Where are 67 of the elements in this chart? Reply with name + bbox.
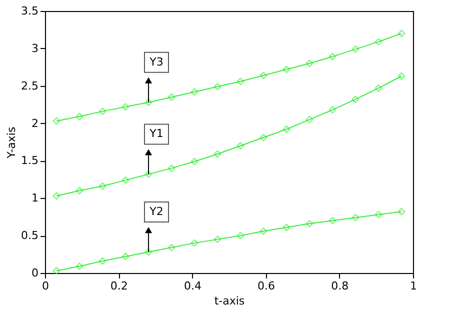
point [144, 170, 152, 178]
point [76, 186, 84, 194]
point [168, 93, 176, 101]
point [260, 134, 268, 142]
point [260, 72, 268, 80]
point [98, 108, 106, 115]
point [214, 150, 222, 158]
point [52, 267, 60, 274]
point [214, 236, 222, 243]
point [398, 72, 406, 80]
text: Y3 [148, 55, 164, 68]
point [236, 78, 244, 86]
x-tick-label: 0.2 [110, 280, 128, 292]
point [374, 84, 382, 92]
point [236, 232, 244, 240]
x-tick-label: 1 [410, 280, 417, 292]
y-tick-label: 2.5 [21, 79, 38, 92]
point [76, 112, 84, 120]
point [282, 66, 290, 74]
point [168, 164, 176, 172]
y-tick-label: 1.5 [21, 154, 38, 168]
y-tick-label: 3 [32, 42, 38, 55]
y-tick-label: 0 [32, 266, 38, 280]
point [352, 214, 360, 222]
point [260, 227, 268, 235]
text: Y1 [148, 127, 164, 140]
y-tick-label: 3.5 [21, 4, 38, 18]
point [52, 117, 60, 125]
y-axis-title: Y-axis [5, 126, 18, 160]
point [190, 88, 198, 96]
y-tick-label: 1 [32, 192, 38, 205]
x-tick-label: 0 [42, 280, 49, 292]
point [190, 239, 198, 247]
point [98, 257, 106, 265]
point [352, 96, 360, 103]
point [190, 158, 198, 166]
point [328, 106, 336, 114]
point [122, 252, 130, 260]
point [352, 46, 360, 53]
y-tick-label: 2 [32, 116, 38, 130]
y-tick-label: 0.5 [21, 229, 38, 242]
point [306, 116, 314, 124]
point [398, 208, 406, 216]
point [282, 126, 290, 133]
point [144, 248, 152, 256]
point [328, 53, 336, 60]
point [374, 38, 382, 46]
point [122, 176, 130, 184]
point [98, 182, 106, 190]
x-axis-title: t-axis [214, 294, 245, 308]
point [122, 103, 130, 110]
point [328, 216, 336, 224]
point [306, 60, 314, 68]
point [144, 98, 152, 106]
x-tick-label: 0.4 [184, 280, 202, 292]
point [52, 192, 60, 200]
x-tick-label: 0.8 [331, 280, 349, 292]
point [214, 82, 222, 90]
point [236, 142, 244, 150]
point [168, 244, 176, 252]
x-tick-label: 0.6 [258, 280, 276, 292]
point [374, 210, 382, 218]
point [282, 224, 290, 231]
point [306, 220, 314, 228]
point [398, 30, 406, 38]
text: Y2 [148, 205, 164, 218]
point [76, 262, 84, 270]
